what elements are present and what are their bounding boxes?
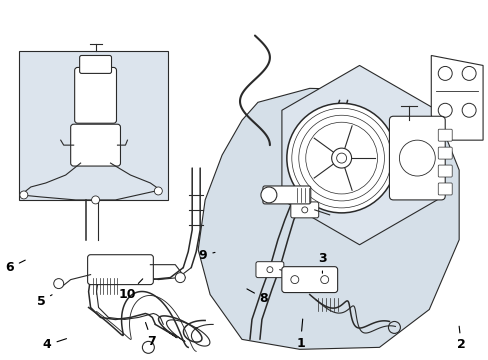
FancyBboxPatch shape [75,67,116,123]
FancyBboxPatch shape [437,183,451,195]
Text: 7: 7 [145,323,156,348]
FancyBboxPatch shape [255,262,283,278]
Circle shape [54,279,63,289]
Polygon shape [198,88,458,349]
Text: 8: 8 [246,289,268,305]
Circle shape [290,276,298,284]
Circle shape [261,187,276,203]
FancyBboxPatch shape [263,186,310,204]
Text: 9: 9 [199,249,215,262]
FancyBboxPatch shape [388,116,444,200]
Circle shape [20,191,28,199]
FancyBboxPatch shape [437,129,451,141]
Circle shape [286,103,396,213]
Circle shape [331,148,351,168]
Text: 6: 6 [5,260,25,274]
FancyBboxPatch shape [437,165,451,177]
Text: 5: 5 [37,295,52,308]
Circle shape [320,276,328,284]
Circle shape [154,187,162,195]
Circle shape [175,273,185,283]
Text: 1: 1 [296,319,305,350]
FancyBboxPatch shape [437,147,451,159]
Circle shape [336,153,346,163]
Circle shape [91,196,100,204]
Polygon shape [282,66,436,245]
Polygon shape [430,55,482,140]
FancyBboxPatch shape [71,124,120,166]
FancyBboxPatch shape [281,267,337,293]
Text: 3: 3 [318,252,326,273]
FancyBboxPatch shape [87,255,153,285]
Text: 2: 2 [456,326,465,351]
Text: 4: 4 [43,338,66,351]
FancyBboxPatch shape [80,55,111,73]
FancyBboxPatch shape [290,202,318,218]
Text: 10: 10 [119,279,142,301]
FancyBboxPatch shape [19,50,168,200]
